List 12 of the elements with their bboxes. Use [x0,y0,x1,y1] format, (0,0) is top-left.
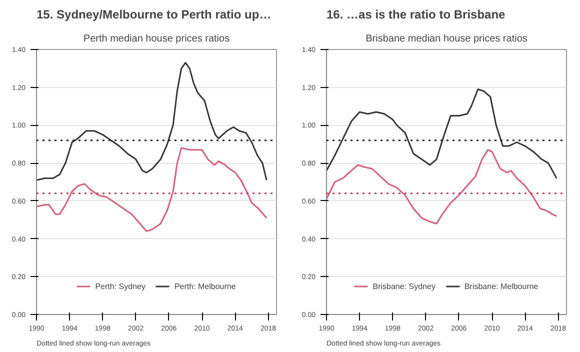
legend-label: Perth: Melbourne [174,282,236,290]
legend-label: Brisbane: Melbourne [464,282,538,290]
chart-subtitle: Perth median house prices ratios [83,34,230,44]
legend-label: Perth: Sydney [95,282,146,290]
chart-title: 15. Sydney/Melbourne to Perth ratio up… [36,8,272,22]
line-series [36,62,268,181]
chart-subtitle: Brisbane median house prices ratios [366,34,528,44]
line-series [326,149,558,224]
chart-title: 16. …as is the ratio to Brisbane [326,8,506,22]
line-series [326,88,558,179]
line-series [36,147,268,232]
legend-label: Brisbane: Sydney [372,282,436,290]
